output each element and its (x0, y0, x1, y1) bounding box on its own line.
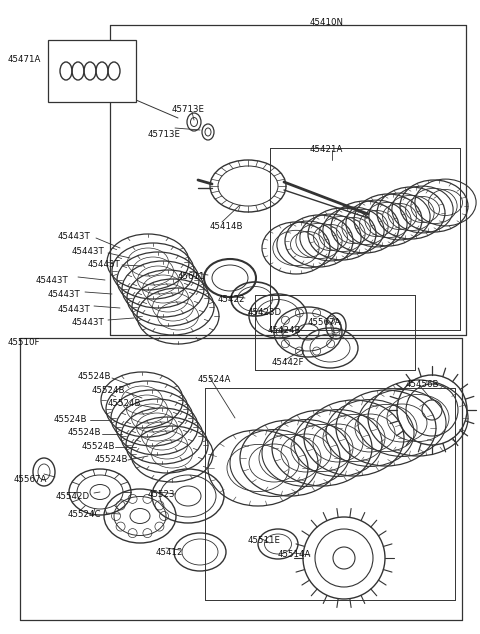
Text: 45524B: 45524B (108, 399, 142, 408)
Text: 45424B: 45424B (268, 326, 301, 335)
Text: 45524A: 45524A (198, 375, 231, 384)
Text: 45713E: 45713E (148, 130, 181, 139)
Text: 45412: 45412 (156, 548, 183, 557)
Text: 45542D: 45542D (56, 492, 90, 501)
Text: 45524B: 45524B (95, 455, 129, 464)
Text: 45443T: 45443T (58, 232, 91, 241)
Text: 45567A: 45567A (14, 475, 48, 484)
Text: 45713E: 45713E (172, 105, 205, 114)
Text: 45410N: 45410N (310, 18, 344, 27)
Text: 45567A: 45567A (308, 318, 341, 327)
Text: 45524C: 45524C (68, 510, 101, 519)
Text: 45611: 45611 (178, 272, 205, 281)
Text: 45421A: 45421A (310, 145, 343, 154)
Text: 45514A: 45514A (278, 550, 312, 559)
Text: 45443T: 45443T (36, 276, 69, 285)
Text: 45524B: 45524B (68, 428, 101, 437)
Text: 45524B: 45524B (92, 386, 125, 395)
Text: 45414B: 45414B (210, 222, 243, 231)
Text: 45524B: 45524B (82, 442, 116, 451)
Text: 45524B: 45524B (78, 372, 111, 381)
Text: 45422: 45422 (218, 295, 245, 304)
Text: 45442F: 45442F (272, 358, 304, 367)
Text: 45510F: 45510F (8, 338, 40, 347)
Text: 45443T: 45443T (88, 260, 121, 269)
Text: 45511E: 45511E (248, 536, 281, 545)
Bar (48, 40, 136, 102)
Text: 45523: 45523 (148, 490, 176, 499)
Text: 45524B: 45524B (54, 415, 87, 424)
Text: 45443T: 45443T (58, 305, 91, 314)
Text: 45443T: 45443T (72, 247, 105, 256)
Text: 45443T: 45443T (72, 318, 105, 327)
Text: 45443T: 45443T (48, 290, 81, 299)
Text: 45456B: 45456B (406, 380, 440, 389)
Text: 45423D: 45423D (248, 308, 282, 317)
Text: 45471A: 45471A (8, 55, 41, 64)
